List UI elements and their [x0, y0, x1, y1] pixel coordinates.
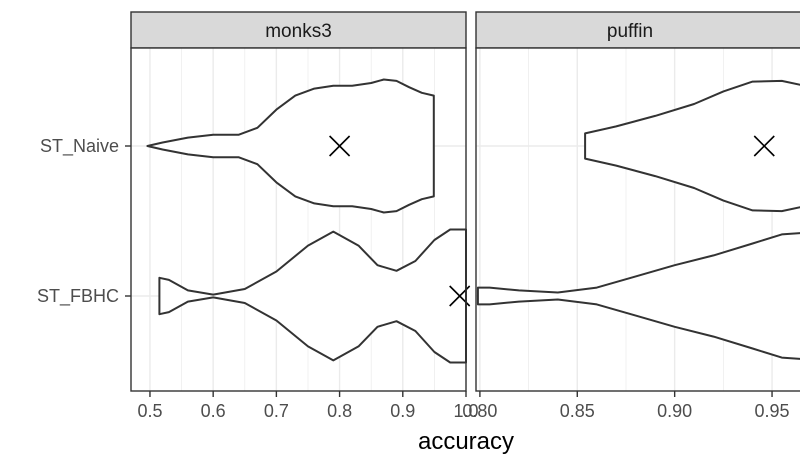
- facet-strip-label: puffin: [607, 21, 653, 42]
- violin-group: [476, 79, 800, 360]
- facet-strip-monks3: [130, 11, 467, 49]
- facet-strip-label: monks3: [265, 21, 332, 42]
- panel-border: [130, 47, 467, 392]
- x-tick-label: 0.8: [327, 401, 352, 421]
- x-tick-label: 0.90: [657, 401, 692, 421]
- x-tick-label: 0.5: [137, 401, 162, 421]
- violin-st-fbhc: [476, 232, 800, 360]
- violin-group: [146, 78, 471, 364]
- x-tick-label: 0.6: [201, 401, 226, 421]
- x-tick-label: 0.95: [755, 401, 790, 421]
- x-tick-label: 0.80: [462, 401, 497, 421]
- x-axis: 0.5 0.6 0.7 0.8 0.9 1.0: [137, 391, 479, 421]
- x-tick-label: 0.85: [560, 401, 595, 421]
- panel-border: [475, 47, 800, 392]
- y-axis: ST_Naive ST_FBHC: [37, 136, 131, 307]
- mean-marker: [329, 135, 351, 157]
- x-tick-label: 0.7: [264, 401, 289, 421]
- y-tick-label: ST_FBHC: [37, 286, 119, 307]
- y-tick-label: ST_Naive: [40, 136, 119, 157]
- violin-st-naive: [146, 78, 435, 214]
- facet-panel-puffin: puffin 0.80 0.85 0.90 0.95: [462, 11, 800, 421]
- mean-marker: [753, 135, 775, 157]
- facet-panel-monks3: monks3 0.5 0.6 0.7 0.8 0.9 1.0: [130, 11, 479, 421]
- x-tick-label: 1.0: [453, 401, 478, 421]
- x-axis: 0.80 0.85 0.90 0.95: [462, 391, 790, 421]
- x-tick-label: 0.9: [390, 401, 415, 421]
- facet-strip-puffin: [475, 11, 800, 49]
- violin-st-naive: [584, 79, 800, 213]
- x-axis-title: accuracy: [418, 428, 514, 455]
